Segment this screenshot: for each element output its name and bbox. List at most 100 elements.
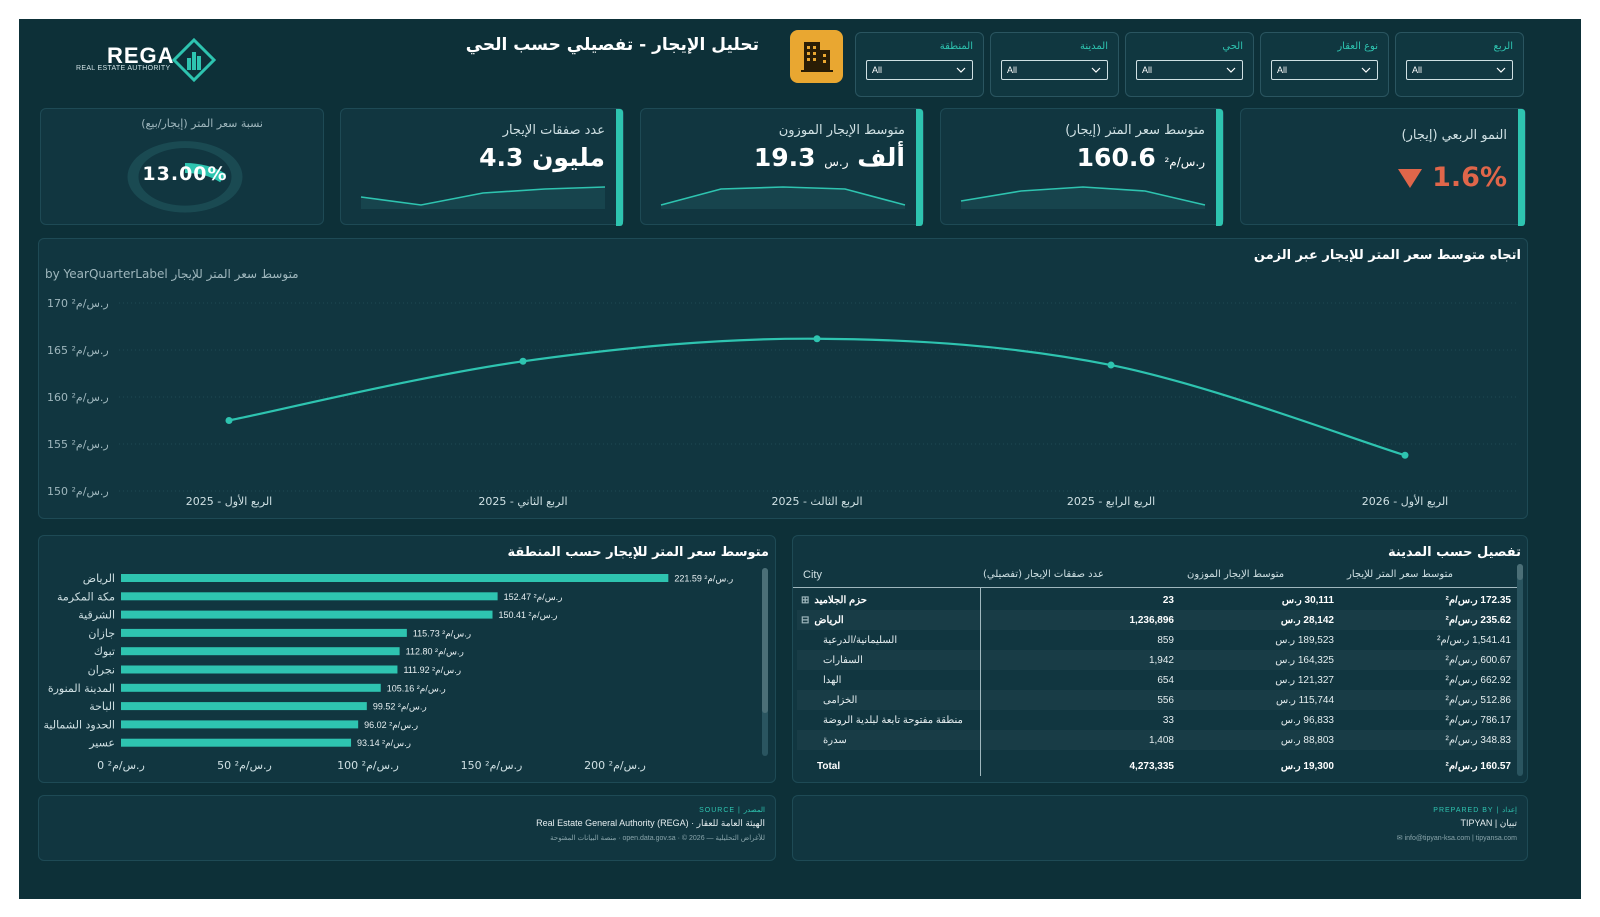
kpi-title: النمو الربعي (إيجار) [1401,128,1507,143]
cell-rent: 88,803 ر.س [1280,734,1334,746]
category-label: مكة المكرمة [57,590,115,603]
data-label: 111.92 ر.س/م² [403,665,461,676]
header-city[interactable]: City [803,569,822,581]
data-point[interactable] [225,417,233,424]
category-label: الرياض [83,572,115,585]
slicer-city[interactable]: المدينة All [990,32,1119,97]
cell-price: 1,541.41 ر.س/م² [1437,634,1511,646]
kpi-deals-card: عدد صفقات الإيجار مليون 4.3 [340,108,624,226]
header-deals[interactable]: عدد صفقات الإيجار (تفصيلي) [983,569,1104,580]
bar[interactable] [121,628,407,637]
bar[interactable] [121,683,381,692]
scrollbar-thumb[interactable] [762,568,768,713]
scrollbar-track[interactable] [1517,564,1523,776]
property-type-dropdown[interactable]: All [1271,60,1378,80]
table-row[interactable]: ⊟ الرياض 1,236,896 28,142 ر.س 235.62 ر.س/م² [797,610,1517,630]
city-name: الرياض [814,614,844,626]
data-label: 96.02 ر.س/م² [364,720,418,731]
region-bar-chart-panel: متوسط سعر المتر للإيجار حسب المنطقة الري… [38,535,776,783]
data-point[interactable] [1401,451,1409,459]
kpi-value: ألف ر.س 19.3 [754,143,905,172]
scrollbar-thumb[interactable] [1517,564,1523,580]
data-label: 105.16 ر.س/م² [387,683,446,694]
slicer-property-type[interactable]: نوع العقار All [1260,32,1389,97]
header-avg-price[interactable]: متوسط سعر المتر للإيجار [1347,569,1453,580]
prepared-contact: ✉ info@tipyan-ksa.com | tipyansa.com [1396,835,1517,842]
scrollbar-track[interactable] [762,568,768,756]
kpi-unit: ر.س/م² [1164,155,1205,169]
expand-toggle-icon[interactable]: ⊞ [801,594,810,606]
bar[interactable] [121,592,498,601]
trend-chart-subtitle: متوسط سعر المتر للإيجار by YearQuarterLa… [45,267,299,281]
bar[interactable] [121,610,493,619]
chevron-down-icon [1226,67,1236,73]
x-tick-label: الربع الثاني - 2025 [478,495,567,508]
cell-price: 172.35 ر.س/م² [1445,594,1512,606]
bar[interactable] [121,702,367,711]
cell-rent: 96,833 ر.س [1280,714,1334,726]
category-label: المدينة المنورة [48,682,115,695]
y-tick-label: 155 ر.س/م² [47,438,109,451]
bar[interactable] [121,574,669,582]
x-tick-label: الربع الثالث - 2025 [771,495,862,508]
table-row[interactable]: سدرة 1,408 88,803 ر.س 348.83 ر.س/م² [797,730,1517,750]
expand-toggle-icon[interactable]: ⊟ [801,614,810,626]
source-label: SOURCE | المصدر [699,807,765,814]
data-label: 112.80 ر.س/م² [406,647,464,658]
category-label: الحدود الشمالية [44,718,116,731]
total-label: Total [817,760,841,772]
category-label: الباحة [89,700,115,713]
data-label: 221.59 ر.س/م² [674,574,733,585]
dropdown-value: All [1277,65,1288,75]
cell-rent: 115,744 ر.س [1276,694,1334,706]
column-divider [980,588,981,776]
slicer-region[interactable]: المنطقة All [855,32,984,97]
slicer-district[interactable]: الحي All [1125,32,1254,97]
kpi-suffix: ألف [857,143,905,172]
x-tick-label: 100 ر.س/م² [337,759,399,772]
table-row[interactable]: الخزامى 556 115,744 ر.س 512.86 ر.س/م² [797,690,1517,710]
region-dropdown[interactable]: All [866,60,973,80]
dashboard-frame: REGA REAL ESTATE AUTHORITY تحليل الإيجار… [19,19,1581,899]
kpi-sparkline [360,186,606,209]
cell-deals: 556 [1157,694,1174,706]
data-label: 99.52 ر.س/م² [373,702,427,713]
bar[interactable] [121,665,398,674]
cell-city: الخزامى [797,690,980,710]
bar[interactable] [121,647,400,656]
data-label: 150.41 ر.س/م² [499,610,558,621]
cell-deals: 859 [1157,634,1174,646]
trend-chart-title: اتجاه متوسط سعر المتر للإيجار عبر الزمن [1253,248,1521,263]
data-point[interactable] [813,335,821,343]
cell-city: منطقة مفتوحة تابعة لبلدية الروضة [797,710,980,730]
quarter-dropdown[interactable]: All [1406,60,1513,80]
table-row[interactable]: السليمانية/الدرعية 859 189,523 ر.س 1,541.41… [797,630,1517,650]
slicer-quarter[interactable]: الربع All [1395,32,1524,97]
prepared-label: PREPARED BY | إعداد [1433,807,1517,814]
dropdown-value: All [1412,65,1423,75]
table-row[interactable]: ⊞ حزم الجلاميد 23 30,111 ر.س 172.35 ر.س/م² [797,590,1517,610]
data-label: 115.73 ر.س/م² [413,628,471,639]
source-text: Real Estate General Authority (REGA) · ا… [536,818,765,828]
table-row[interactable]: الهدا 654 121,327 ر.س 662.92 ر.س/م² [797,670,1517,690]
table-row[interactable]: منطقة مفتوحة تابعة لبلدية الروضة 33 96,833… [797,710,1517,730]
bar[interactable] [121,720,359,729]
cell-rent: 189,523 ر.س [1275,634,1334,646]
data-point[interactable] [519,357,527,365]
cell-price: 512.86 ر.س/م² [1445,694,1512,706]
cell-rent: 164,325 ر.س [1275,654,1334,666]
rega-diamond-icon [172,38,216,82]
trend-chart-panel: اتجاه متوسط سعر المتر للإيجار عبر الزمن … [38,238,1528,519]
header-weighted-rent[interactable]: متوسط الإيجار الموزون [1187,569,1285,580]
category-label: نجران [88,664,115,677]
table-header: City عدد صفقات الإيجار (تفصيلي) متوسط ال… [793,566,1517,588]
district-dropdown[interactable]: All [1136,60,1243,80]
bar[interactable] [121,738,352,747]
cell-city: ⊟ الرياض [797,610,980,630]
city-name: السفارات [823,654,863,666]
data-point[interactable] [1107,361,1115,369]
city-name: الخزامى [823,694,858,706]
city-dropdown[interactable]: All [1001,60,1108,80]
table-total-row: Total 4,273,335 19,300 ر.س 160.57 ر.س/م² [797,756,1517,776]
table-row[interactable]: السفارات 1,942 164,325 ر.س 600.67 ر.س/م² [797,650,1517,670]
